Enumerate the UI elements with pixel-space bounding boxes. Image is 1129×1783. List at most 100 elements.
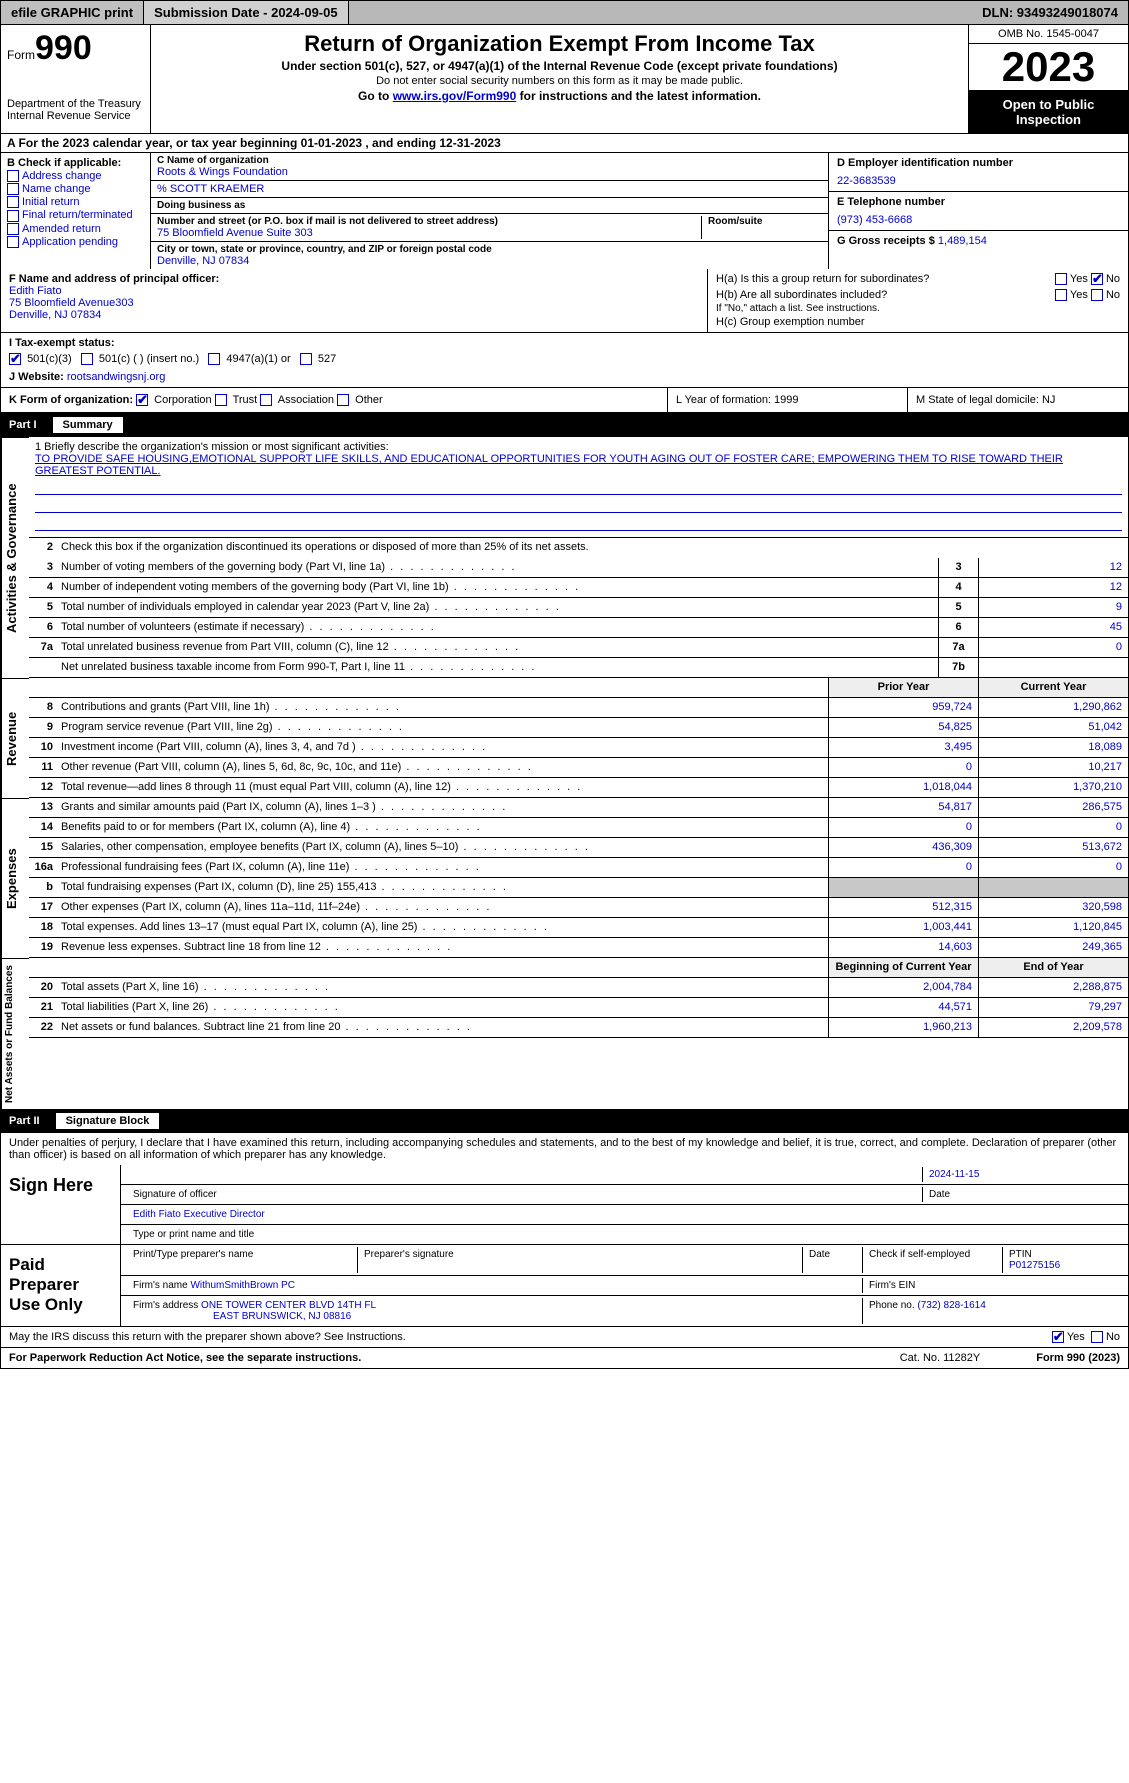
hb-note: If "No," attach a list. See instructions… <box>716 303 1120 314</box>
addr-label: Number and street (or P.O. box if mail i… <box>157 216 701 227</box>
org-name: Roots & Wings Foundation <box>157 166 822 178</box>
irs-yes-check[interactable] <box>1052 1331 1064 1343</box>
irs-discuss-row: May the IRS discuss this return with the… <box>0 1327 1129 1348</box>
data-line: 12 Total revenue—add lines 8 through 11 … <box>29 778 1128 798</box>
sign-date: 2024-11-15 <box>922 1167 1122 1182</box>
chk-other[interactable] <box>337 394 349 406</box>
section-expenses: Expenses 13 Grants and similar amounts p… <box>0 798 1129 958</box>
city-label: City or town, state or province, country… <box>157 244 822 255</box>
hb-label: H(b) Are all subordinates included? <box>716 289 887 301</box>
year-formation: L Year of formation: 1999 <box>668 388 908 412</box>
row-a-tax-year: A For the 2023 calendar year, or tax yea… <box>0 134 1129 153</box>
form-subtitle-2: Do not enter social security numbers on … <box>159 75 960 87</box>
hb-no-check[interactable] <box>1091 289 1103 301</box>
row-i-j: I Tax-exempt status: 501(c)(3) 501(c) ( … <box>0 333 1129 388</box>
form-of-org: K Form of organization: Corporation Trus… <box>1 388 668 412</box>
name-label: C Name of organization <box>157 155 822 166</box>
chk-association[interactable] <box>260 394 272 406</box>
chk-application-pending[interactable]: Application pending <box>7 236 144 248</box>
gov-line: 5 Total number of individuals employed i… <box>29 598 1128 618</box>
ha-yes-check[interactable] <box>1055 273 1067 285</box>
chk-final-return[interactable]: Final return/terminated <box>7 209 144 221</box>
form-title-box: Return of Organization Exempt From Incom… <box>151 25 968 133</box>
irs-link[interactable]: www.irs.gov/Form990 <box>393 89 517 103</box>
row-f-h: F Name and address of principal officer:… <box>0 269 1129 333</box>
data-line: 13 Grants and similar amounts paid (Part… <box>29 798 1128 818</box>
preparer-name-label: Print/Type preparer's name <box>127 1247 357 1273</box>
hb-yes-check[interactable] <box>1055 289 1067 301</box>
irs-no-check[interactable] <box>1091 1331 1103 1343</box>
data-line: 16a Professional fundraising fees (Part … <box>29 858 1128 878</box>
officer-sig-line <box>127 1167 922 1182</box>
chk-corporation[interactable] <box>136 394 148 406</box>
col-d-ein: D Employer identification number 22-3683… <box>828 153 1128 269</box>
begin-year-header: Beginning of Current Year <box>828 958 978 977</box>
mission-blank-2 <box>35 497 1122 513</box>
data-line: 22 Net assets or fund balances. Subtract… <box>29 1018 1128 1038</box>
chk-initial-return[interactable]: Initial return <box>7 196 144 208</box>
preparer-sig-label: Preparer's signature <box>357 1247 802 1273</box>
col-b-checkboxes: B Check if applicable: Address change Na… <box>1 153 151 269</box>
row-k-l-m: K Form of organization: Corporation Trus… <box>0 388 1129 413</box>
gov-line: Net unrelated business taxable income fr… <box>29 658 1128 678</box>
room-label: Room/suite <box>708 216 822 227</box>
omb-number: OMB No. 1545-0047 <box>969 25 1128 44</box>
part-1-tag: Part I <box>9 419 47 431</box>
part-2-header: Part II Signature Block <box>0 1109 1129 1133</box>
net-header: Beginning of Current Year End of Year <box>29 958 1128 978</box>
gov-line: 7a Total unrelated business revenue from… <box>29 638 1128 658</box>
ein-label: D Employer identification number <box>837 157 1120 169</box>
end-year-header: End of Year <box>978 958 1128 977</box>
city-state-zip: Denville, NJ 07834 <box>157 255 822 267</box>
chk-501c3[interactable] <box>9 353 21 365</box>
phone-value: (732) 828-1614 <box>917 1300 985 1311</box>
ha-label: H(a) Is this a group return for subordin… <box>716 273 929 285</box>
tel-label: E Telephone number <box>837 196 1120 208</box>
top-bar: efile GRAPHIC print Submission Date - 20… <box>0 0 1129 25</box>
vlabel-activities: Activities & Governance <box>1 437 29 678</box>
phone-label: Phone no. <box>869 1300 915 1311</box>
form-label: Form <box>7 48 35 62</box>
chk-address-change[interactable]: Address change <box>7 170 144 182</box>
chk-trust[interactable] <box>215 394 227 406</box>
line-2-desc: Check this box if the organization disco… <box>57 538 1128 558</box>
f-label: F Name and address of principal officer: <box>9 273 699 285</box>
data-line: 15 Salaries, other compensation, employe… <box>29 838 1128 858</box>
vlabel-expenses: Expenses <box>1 798 29 958</box>
data-line: 19 Revenue less expenses. Subtract line … <box>29 938 1128 958</box>
principal-officer: F Name and address of principal officer:… <box>1 269 708 332</box>
ha-no-check[interactable] <box>1091 273 1103 285</box>
mission-box: 1 Briefly describe the organization's mi… <box>29 437 1128 538</box>
chk-name-change[interactable]: Name change <box>7 183 144 195</box>
efile-print-button[interactable]: efile GRAPHIC print <box>1 1 144 24</box>
firm-addr1: ONE TOWER CENTER BLVD 14TH FL <box>201 1300 376 1311</box>
sig-label: Signature of officer <box>127 1187 922 1202</box>
officer-name: Edith Fiato <box>9 285 699 297</box>
form-subtitle-1: Under section 501(c), 527, or 4947(a)(1)… <box>159 59 960 73</box>
firm-name-label: Firm's name <box>133 1280 190 1291</box>
mission-label: 1 Briefly describe the organization's mi… <box>35 441 1122 453</box>
paperwork-notice: For Paperwork Reduction Act Notice, see … <box>1 1348 892 1368</box>
chk-501c[interactable] <box>81 353 93 365</box>
goto-pre: Go to <box>358 89 393 103</box>
j-label: J Website: <box>9 371 67 383</box>
dba-label: Doing business as <box>157 200 822 211</box>
gov-line: 4 Number of independent voting members o… <box>29 578 1128 598</box>
self-employed-label: Check if self-employed <box>862 1247 1002 1273</box>
chk-4947[interactable] <box>208 353 220 365</box>
gov-line: 6 Total number of volunteers (estimate i… <box>29 618 1128 638</box>
chk-amended-return[interactable]: Amended return <box>7 223 144 235</box>
part-1-title: Summary <box>53 417 123 433</box>
street-address: 75 Bloomfield Avenue Suite 303 <box>157 227 701 239</box>
mission-blank-3 <box>35 515 1122 531</box>
form-number: 990 <box>35 29 92 67</box>
section-revenue: Revenue Prior Year Current Year 8 Contri… <box>0 678 1129 798</box>
officer-printed-name: Edith Fiato Executive Director <box>121 1205 1128 1225</box>
gross-label: G Gross receipts $ <box>837 235 935 247</box>
gov-line: 3 Number of voting members of the govern… <box>29 558 1128 578</box>
form-page-label: Form 990 (2023) <box>1028 1348 1128 1368</box>
col-b-title: B Check if applicable: <box>7 157 144 169</box>
i-label: I Tax-exempt status: <box>9 337 115 349</box>
part-1-header: Part I Summary <box>0 413 1129 437</box>
chk-527[interactable] <box>300 353 312 365</box>
